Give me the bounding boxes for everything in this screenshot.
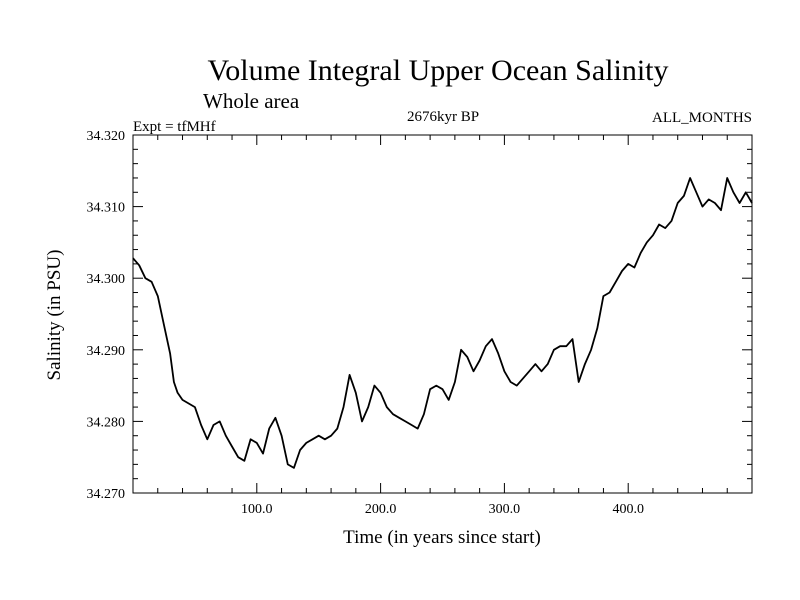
y-axis-label: Salinity (in PSU) — [44, 250, 65, 381]
y-tick-label: 34.310 — [87, 201, 126, 216]
y-tick-label: 34.270 — [87, 487, 126, 502]
x-tick-label: 300.0 — [489, 502, 521, 517]
chart-subtitle: Whole area — [203, 89, 300, 113]
experiment-label: Expt = tfMHf — [133, 119, 216, 135]
plot-frame — [132, 134, 753, 494]
axis-tick-labels: 100.0 200.0 300.0 400.0 34.270 34.280 34.290 34… — [87, 129, 644, 517]
chart-title: Volume Integral Upper Ocean Salinity — [208, 54, 669, 87]
axis-ticks — [133, 134, 752, 494]
x-tick-label: 400.0 — [612, 502, 644, 517]
y-tick-label: 34.300 — [87, 272, 126, 287]
y-tick-label: 34.320 — [87, 129, 126, 144]
y-tick-label: 34.280 — [87, 415, 126, 430]
y-tick-label: 34.290 — [87, 344, 126, 359]
x-tick-label: 100.0 — [241, 502, 273, 517]
months-label: ALL_MONTHS — [652, 110, 752, 126]
series-line-salinity — [132, 177, 753, 469]
x-axis-label: Time (in years since start) — [343, 527, 541, 548]
x-tick-label: 200.0 — [365, 502, 397, 517]
period-label: 2676kyr BP — [407, 109, 479, 125]
data-series — [132, 177, 753, 469]
